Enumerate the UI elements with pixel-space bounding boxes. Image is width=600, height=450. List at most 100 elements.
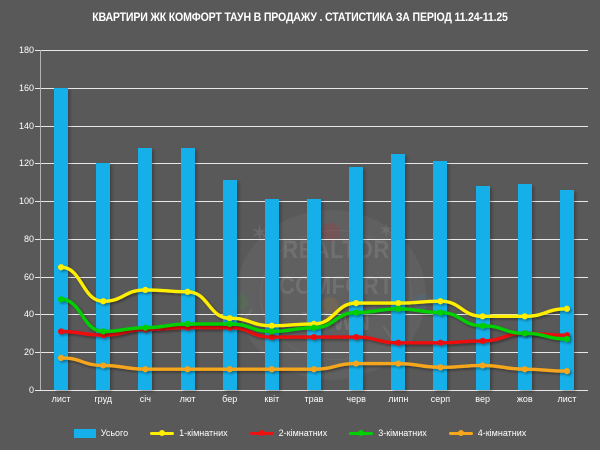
data-point[interactable] [479,322,486,329]
x-axis-tick-label: квіт [264,394,280,404]
data-point[interactable] [142,324,149,331]
data-point[interactable] [57,328,65,335]
data-point[interactable] [184,320,191,327]
y-axis-tick [35,276,40,278]
legend-label: 3-кімнатних [378,428,427,438]
legend-label: 2-кімнатних [278,428,328,438]
bar[interactable] [96,163,111,390]
bar[interactable] [180,148,195,390]
data-point[interactable] [268,322,275,329]
data-point[interactable] [521,313,528,320]
data-point[interactable] [437,309,444,316]
x-axis-labels: лист груд січ лют бер квіт трав черв липн серп вер… [40,394,588,414]
bar[interactable] [222,180,237,390]
data-point[interactable] [57,296,65,303]
legend-marker-icon [159,429,166,436]
bar[interactable] [349,167,364,390]
data-point[interactable] [142,366,149,373]
x-axis-tick-label: вер [475,394,490,404]
gridline [40,125,588,127]
gridline [40,163,588,165]
data-point[interactable] [563,305,571,312]
data-point[interactable] [521,330,528,337]
data-point[interactable] [395,339,402,346]
bar[interactable] [307,199,321,390]
line-series [57,264,571,329]
plot-area: ✶ ✶ REALTOR COMFORT TOWN [35,50,588,391]
data-point[interactable] [353,309,360,316]
legend-item[interactable]: 2-кімнатних [249,428,328,438]
data-point[interactable] [226,315,233,322]
y-axis-tick [35,352,40,354]
data-point[interactable] [184,366,191,373]
data-point[interactable] [226,320,233,327]
lines-layer [57,264,571,375]
data-point[interactable] [268,328,275,335]
bar[interactable] [264,199,279,390]
data-point[interactable] [437,364,444,371]
data-point[interactable] [226,366,233,373]
data-point[interactable] [268,334,275,341]
data-point[interactable] [310,366,318,373]
data-point[interactable] [353,360,360,367]
bar[interactable] [54,87,69,390]
legend-item[interactable]: 3-кімнатних [349,428,427,438]
y-axis-tick-label: 60 [23,271,34,282]
data-point[interactable] [437,298,444,305]
x-axis-tick-label: лют [179,394,196,404]
legend-item[interactable]: Усього [73,428,128,438]
y-axis-tick [35,390,40,391]
data-point[interactable] [395,305,402,312]
x-axis-tick-label: січ [139,394,151,404]
bar[interactable] [433,161,448,390]
y-axis-labels: 0 20 40 60 80 100 120 140 160 180 [0,45,40,395]
x-axis-tick-label: лист [557,394,577,404]
gridline [40,50,588,51]
y-axis-tick-label: 160 [18,82,34,93]
y-axis-tick [35,50,40,51]
data-point[interactable] [353,334,360,341]
data-point[interactable] [142,286,149,293]
y-axis-tick-label: 0 [28,385,34,395]
line-path [59,297,569,341]
legend-swatch-line-icon [448,429,473,438]
data-point[interactable] [57,354,65,361]
data-point[interactable] [268,366,275,373]
chart-legend: Усього 1-кімнатних 2-кімнатних 3-кімнатних 4… [0,428,600,438]
data-point[interactable] [479,362,486,369]
legend-item[interactable]: 4-кімнатних [448,428,526,438]
x-axis-tick-label: серп [430,394,451,404]
y-axis-tick [35,87,40,89]
y-axis-tick-label: 20 [23,347,34,358]
legend-marker-icon [258,429,265,436]
legend-swatch-line-icon [349,429,374,438]
line-series [57,296,571,343]
data-point[interactable] [563,335,571,343]
bar[interactable] [475,186,490,390]
legend-marker-icon [457,429,464,436]
data-point[interactable] [479,313,486,320]
y-axis-tick [35,314,40,316]
data-point[interactable] [310,334,318,341]
x-axis-tick-label: липн [388,394,409,404]
bar[interactable] [391,153,406,390]
data-point[interactable] [395,360,402,367]
data-point[interactable] [395,300,402,307]
data-point[interactable] [563,368,571,375]
data-point[interactable] [100,298,107,305]
data-point[interactable] [479,337,486,344]
bar[interactable] [517,184,532,390]
data-point[interactable] [100,362,107,369]
y-axis-tick [35,238,40,240]
data-point[interactable] [184,288,191,295]
data-point[interactable] [310,324,318,331]
x-axis-tick-label: черв [346,394,366,404]
gridline [40,87,588,89]
data-point[interactable] [437,339,444,346]
data-point[interactable] [57,264,65,271]
x-axis-tick-label: груд [94,394,113,404]
data-point[interactable] [521,366,528,373]
data-point[interactable] [100,328,107,335]
legend-item[interactable]: 1-кімнатних [150,428,228,438]
data-point[interactable] [353,300,360,307]
